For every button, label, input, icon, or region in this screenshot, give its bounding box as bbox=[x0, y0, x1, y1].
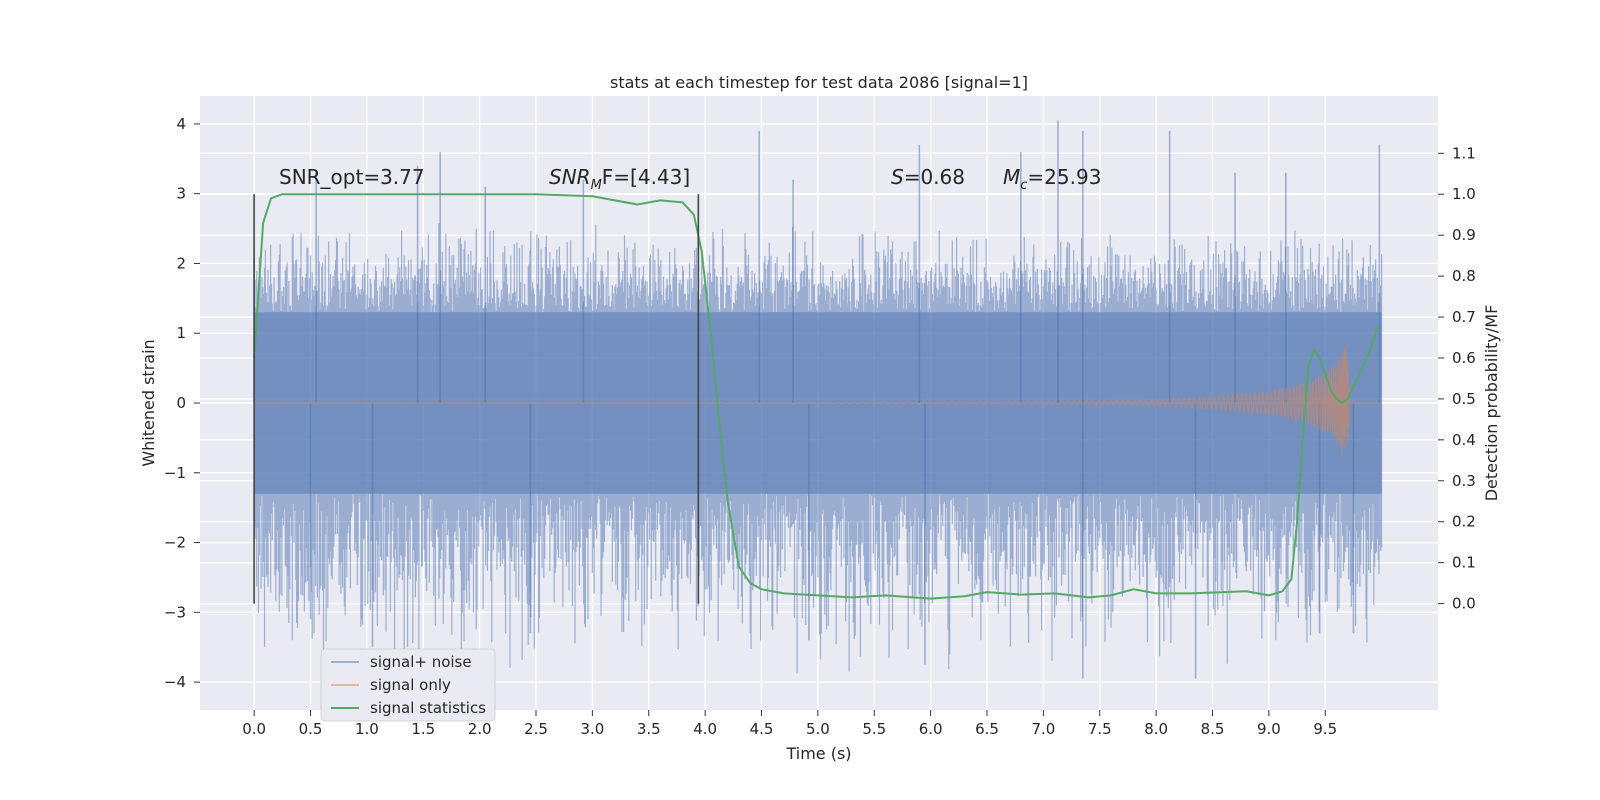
y-axis-right: 0.0 0.1 0.2 0.3 0.4 0.5 0.6 0.7 0.8 0.9 1.0 1.1 bbox=[1438, 144, 1476, 613]
x-tick-label: 0.0 bbox=[242, 720, 266, 738]
y-right-tick-label: 0.7 bbox=[1452, 308, 1476, 326]
x-tick-label: 4.5 bbox=[750, 720, 774, 738]
x-tick-label: 6.5 bbox=[975, 720, 999, 738]
y-left-tick-label: −1 bbox=[164, 464, 186, 482]
annotation-s-label: S bbox=[891, 165, 904, 189]
x-tick-label: 8.5 bbox=[1201, 720, 1225, 738]
y-right-tick-label: 0.9 bbox=[1452, 226, 1476, 244]
annotation-snr-mf-rest: F=[4.43] bbox=[602, 165, 690, 189]
x-tick-label: 2.0 bbox=[468, 720, 492, 738]
legend-label-signal-noise: signal+ noise bbox=[370, 653, 472, 671]
x-tick-label: 4.0 bbox=[693, 720, 717, 738]
x-tick-label: 5.5 bbox=[862, 720, 886, 738]
x-tick-label: 9.0 bbox=[1257, 720, 1281, 738]
y-left-tick-label: −3 bbox=[164, 603, 186, 621]
y-right-tick-label: 0.2 bbox=[1452, 513, 1476, 531]
annotation-mc-label: M bbox=[1003, 165, 1020, 189]
annotation-snr-mf-sub: M bbox=[591, 178, 602, 193]
y-left-tick-label: 0 bbox=[176, 394, 186, 412]
y-axis-left: −4 −3 −2 −1 0 1 2 3 4 bbox=[164, 115, 200, 691]
y-right-tick-label: 0.1 bbox=[1452, 554, 1476, 572]
x-tick-label: 1.5 bbox=[411, 720, 435, 738]
annotation-mc: Mc=25.93 bbox=[1003, 165, 1101, 193]
y-right-tick-label: 0.8 bbox=[1452, 267, 1476, 285]
x-tick-label: 9.5 bbox=[1313, 720, 1337, 738]
y-axis-right-title: Detection probability/MF bbox=[1482, 305, 1501, 502]
y-left-tick-label: −2 bbox=[164, 534, 186, 552]
y-left-tick-label: 1 bbox=[176, 324, 186, 342]
y-right-tick-label: 0.4 bbox=[1452, 431, 1476, 449]
x-axis-title: Time (s) bbox=[785, 744, 851, 763]
legend: signal+ noise signal only signal statist… bbox=[320, 648, 496, 722]
y-right-tick-label: 0.5 bbox=[1452, 390, 1476, 408]
x-tick-label: 7.0 bbox=[1031, 720, 1055, 738]
annotation-snr-mf: SNRMF=[4.43] bbox=[549, 165, 690, 193]
signal-statistics-line bbox=[253, 193, 1380, 600]
x-tick-label: 1.0 bbox=[355, 720, 379, 738]
x-tick-label: 5.0 bbox=[806, 720, 830, 738]
y-left-tick-label: 3 bbox=[176, 185, 186, 203]
vertical-markers bbox=[253, 194, 700, 604]
annotation-snr-opt: SNR_opt=3.77 bbox=[279, 165, 425, 189]
y-left-tick-label: −4 bbox=[164, 673, 186, 691]
chart-title: stats at each timestep for test data 208… bbox=[610, 73, 1028, 92]
y-axis-left-title: Whitened strain bbox=[139, 339, 158, 466]
y-right-tick-label: 0.6 bbox=[1452, 349, 1476, 367]
legend-label-signal-only: signal only bbox=[370, 676, 451, 694]
x-tick-label: 6.0 bbox=[919, 720, 943, 738]
legend-box bbox=[320, 648, 496, 722]
annotation-mc-sub: c bbox=[1020, 178, 1027, 193]
signal-only-line bbox=[254, 345, 1382, 456]
x-tick-label: 7.5 bbox=[1088, 720, 1112, 738]
annotation-s: S=0.68 bbox=[891, 165, 965, 189]
x-tick-label: 8.0 bbox=[1144, 720, 1168, 738]
annotation-snr-mf-main: SNR bbox=[549, 165, 591, 189]
annotation-s-value: =0.68 bbox=[904, 165, 965, 189]
y-left-tick-label: 4 bbox=[176, 115, 186, 133]
x-tick-label: 3.0 bbox=[580, 720, 604, 738]
series-signal-statistics bbox=[253, 193, 1380, 600]
x-tick-label: 0.5 bbox=[299, 720, 323, 738]
x-axis: 0.0 0.5 1.0 1.5 2.0 2.5 3.0 3.5 4.0 4.5 5.0 5.5 6.0 6… bbox=[242, 710, 1337, 738]
annotation-mc-value: =25.93 bbox=[1027, 165, 1101, 189]
legend-label-signal-statistics: signal statistics bbox=[370, 699, 486, 717]
y-left-tick-label: 2 bbox=[176, 254, 186, 272]
y-right-tick-label: 0.0 bbox=[1452, 595, 1476, 613]
series-signal-only bbox=[254, 345, 1382, 456]
y-right-tick-label: 1.1 bbox=[1452, 144, 1476, 162]
x-tick-label: 3.5 bbox=[637, 720, 661, 738]
x-tick-label: 2.5 bbox=[524, 720, 548, 738]
y-right-tick-label: 1.0 bbox=[1452, 185, 1476, 203]
annotations: SNR_opt=3.77 SNRMF=[4.43] S=0.68 Mc=25.9… bbox=[279, 165, 1101, 193]
y-right-tick-label: 0.3 bbox=[1452, 472, 1476, 490]
